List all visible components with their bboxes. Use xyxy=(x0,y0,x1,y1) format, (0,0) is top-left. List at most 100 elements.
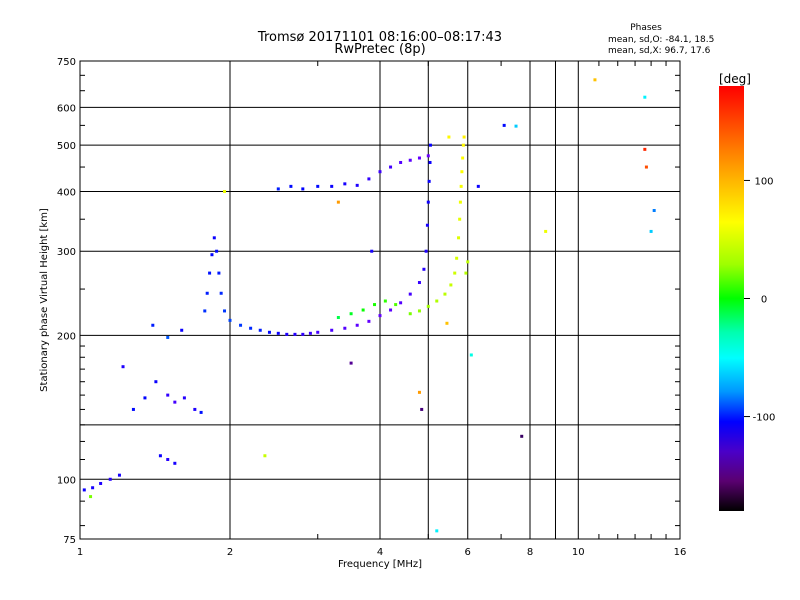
data-point xyxy=(249,326,253,330)
y-tick-label: 75 xyxy=(63,535,76,546)
data-point xyxy=(158,454,162,458)
data-point xyxy=(370,249,374,253)
data-point xyxy=(458,217,462,221)
y-tick-label: 750 xyxy=(57,57,76,68)
phases-info-x: mean, sd,X: 96.7, 17.6 xyxy=(608,46,711,56)
data-point xyxy=(514,124,518,128)
data-point xyxy=(652,209,656,213)
data-point xyxy=(301,187,305,191)
data-point xyxy=(143,396,147,400)
colorbar xyxy=(719,86,744,511)
data-point xyxy=(223,189,227,193)
y-tick-label: 500 xyxy=(57,141,76,152)
data-point xyxy=(426,304,430,308)
data-point xyxy=(408,292,412,296)
data-point xyxy=(336,200,340,204)
data-point xyxy=(82,488,86,492)
data-point xyxy=(308,331,312,335)
y-tick-label: 200 xyxy=(57,331,76,342)
data-point xyxy=(173,461,177,465)
data-point xyxy=(520,434,524,438)
data-point xyxy=(460,170,464,174)
data-point xyxy=(316,330,320,334)
data-point xyxy=(208,271,212,275)
data-point xyxy=(151,323,155,327)
data-point xyxy=(426,200,430,204)
data-point xyxy=(466,260,470,264)
data-point xyxy=(453,271,457,275)
colorbar-ticks: 100 0 -100 xyxy=(744,176,776,424)
grid-lines xyxy=(80,61,680,539)
colorbar-tick-label: 100 xyxy=(754,176,773,187)
data-point xyxy=(343,182,347,186)
data-point xyxy=(166,335,170,339)
data-point xyxy=(394,303,398,307)
data-point xyxy=(91,486,95,490)
data-point xyxy=(455,256,459,260)
colorbar-label: [deg] xyxy=(719,72,751,86)
data-point xyxy=(417,309,421,313)
x-tick-label: 1 xyxy=(77,547,83,558)
data-point xyxy=(166,393,170,397)
data-point xyxy=(544,229,548,233)
colorbar-tick-label: -100 xyxy=(753,413,776,424)
y-tick-label: 100 xyxy=(57,475,76,486)
data-point xyxy=(219,291,223,295)
data-point xyxy=(117,473,121,477)
data-point xyxy=(408,158,412,162)
data-point xyxy=(378,314,382,318)
data-point xyxy=(263,454,267,458)
data-point xyxy=(180,328,184,332)
data-point xyxy=(457,236,461,240)
y-tick-label: 400 xyxy=(57,187,76,198)
data-point xyxy=(258,328,262,332)
x-tick-label: 2 xyxy=(227,547,233,558)
data-point xyxy=(367,177,371,181)
data-point xyxy=(99,481,103,485)
data-point xyxy=(445,321,449,325)
data-point xyxy=(378,170,382,174)
data-point xyxy=(336,315,340,319)
data-point xyxy=(121,365,125,369)
data-point xyxy=(469,353,473,357)
data-point xyxy=(435,299,439,303)
data-point xyxy=(276,187,280,191)
data-point xyxy=(173,400,177,404)
data-point xyxy=(166,457,170,461)
data-point xyxy=(447,135,451,139)
data-point xyxy=(420,407,424,411)
data-point xyxy=(210,253,214,257)
data-point xyxy=(428,143,432,147)
data-point xyxy=(108,477,112,481)
data-point xyxy=(349,312,353,316)
data-point xyxy=(389,165,393,169)
data-point xyxy=(458,200,462,204)
x-tick-label: 10 xyxy=(572,547,585,558)
data-point xyxy=(422,267,426,271)
data-point xyxy=(330,328,334,332)
data-point xyxy=(276,331,280,335)
data-point xyxy=(285,332,289,336)
data-point xyxy=(316,184,320,188)
data-point xyxy=(301,332,305,336)
data-point xyxy=(435,529,439,533)
plot-frame xyxy=(79,60,681,540)
data-point xyxy=(427,179,431,183)
data-point xyxy=(154,380,158,384)
data-point xyxy=(399,160,403,164)
data-point xyxy=(425,223,429,227)
colorbar-tick-label: 0 xyxy=(761,295,767,306)
data-point xyxy=(417,390,421,394)
data-point xyxy=(355,183,359,187)
data-point xyxy=(131,407,135,411)
data-point xyxy=(193,407,197,411)
data-point xyxy=(199,410,203,414)
data-point xyxy=(267,330,271,334)
data-point xyxy=(459,184,463,188)
y-tick-label: 300 xyxy=(57,247,76,258)
data-point xyxy=(417,281,421,285)
data-point xyxy=(215,249,219,253)
data-point xyxy=(349,361,353,365)
data-point xyxy=(367,319,371,323)
data-point xyxy=(461,143,465,147)
